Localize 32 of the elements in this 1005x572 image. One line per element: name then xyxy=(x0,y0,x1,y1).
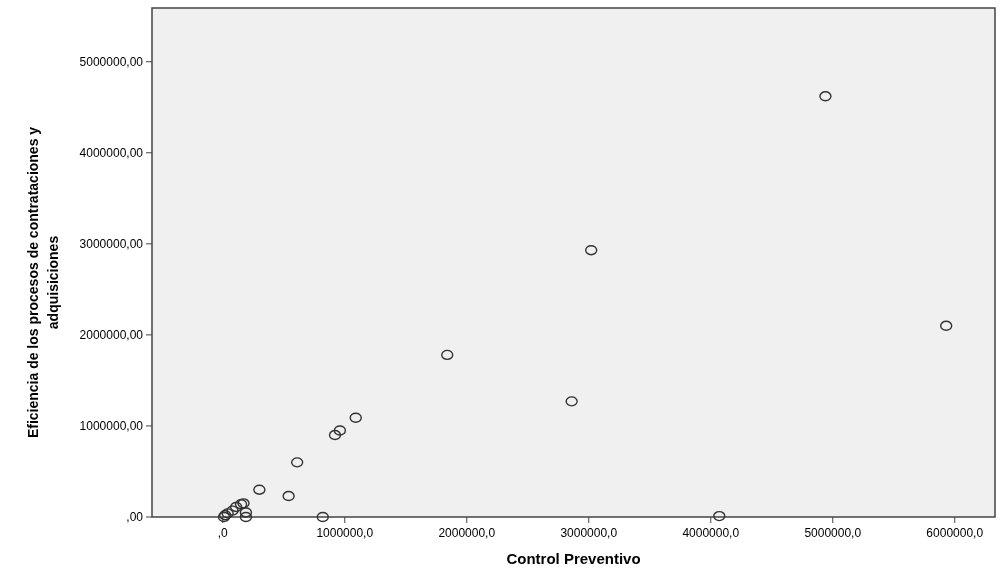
point xyxy=(349,412,362,423)
x-tick-label: 1000000,0 xyxy=(316,526,374,540)
point xyxy=(290,457,304,468)
point xyxy=(282,490,295,502)
x-tick-label: 6000000,0 xyxy=(926,526,984,540)
point xyxy=(316,511,329,523)
point xyxy=(226,505,239,516)
y-tick-label: 1000000,00 xyxy=(79,418,144,433)
point xyxy=(239,507,253,518)
x-tick-label: 3000000,0 xyxy=(560,526,618,540)
y-tick-label: 5000000,00 xyxy=(79,54,144,69)
point xyxy=(441,349,454,361)
point xyxy=(713,510,726,522)
point xyxy=(229,501,243,513)
x-tick-label: 5000000,0 xyxy=(804,526,862,540)
point xyxy=(333,425,347,436)
y-tick-label: 4000000,00 xyxy=(79,145,144,160)
x-tick-label: ,0 xyxy=(217,526,229,540)
point xyxy=(328,429,342,441)
y-axis-title: Eficiencia de los procesos de contrataciones y adquisiciones xyxy=(25,126,61,439)
x-tick-label: 2000000,0 xyxy=(438,526,496,540)
point xyxy=(940,320,953,331)
y-tick-label: 2000000,00 xyxy=(79,327,144,342)
point xyxy=(565,396,578,407)
x-tick-label: 4000000,0 xyxy=(682,526,740,540)
point xyxy=(253,484,266,495)
x-axis-title: Control Preventivo xyxy=(506,550,641,567)
y-tick-label: 3000000,00 xyxy=(79,236,144,251)
point xyxy=(584,245,598,256)
point xyxy=(239,511,253,523)
y-tick-label: ,00 xyxy=(126,510,144,524)
point xyxy=(819,91,832,102)
